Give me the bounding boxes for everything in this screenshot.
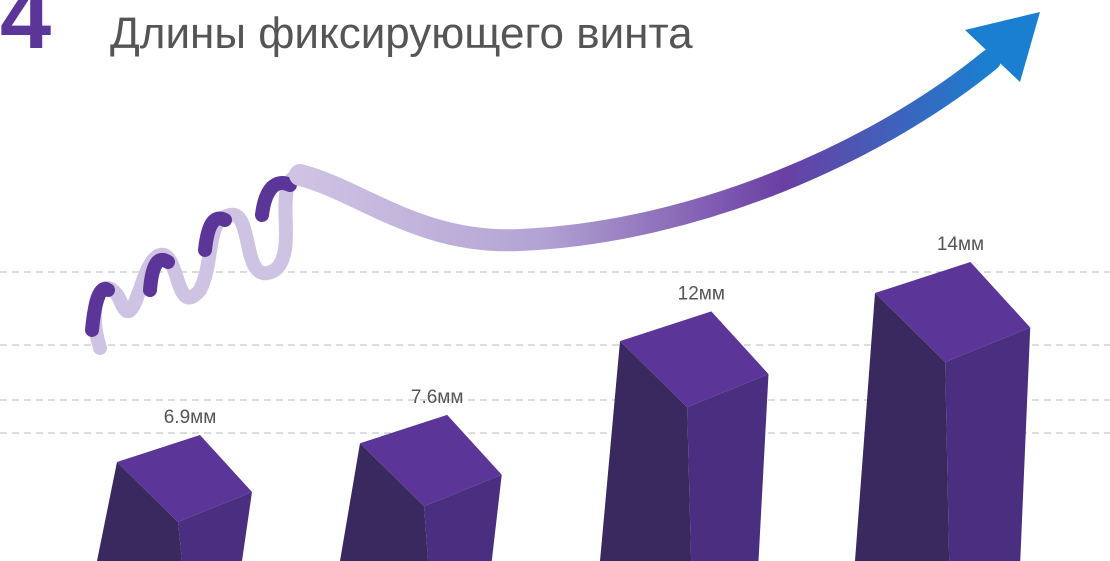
value-label: 12мм (678, 283, 725, 304)
spiral-arrow (85, 12, 1040, 355)
bar-left-face (600, 341, 692, 561)
value-label: 7.6мм (411, 387, 464, 408)
bar-left-face (855, 293, 950, 561)
bar-left-face (340, 443, 429, 561)
bar-right-face (687, 374, 769, 561)
bar-right-face (178, 492, 252, 561)
value-label: 6.9мм (164, 407, 217, 428)
bar-right-face (424, 474, 502, 561)
bar-top (620, 311, 769, 408)
section-number: 4 (0, 0, 51, 68)
bar-left-face (97, 462, 182, 561)
bar-top (117, 435, 252, 522)
value-label: 14мм (937, 234, 984, 255)
chart-title: Длины фиксирующего винта (110, 9, 693, 58)
bar-top (875, 261, 1031, 362)
bar-right-face (945, 327, 1031, 561)
bar-top (360, 414, 502, 507)
